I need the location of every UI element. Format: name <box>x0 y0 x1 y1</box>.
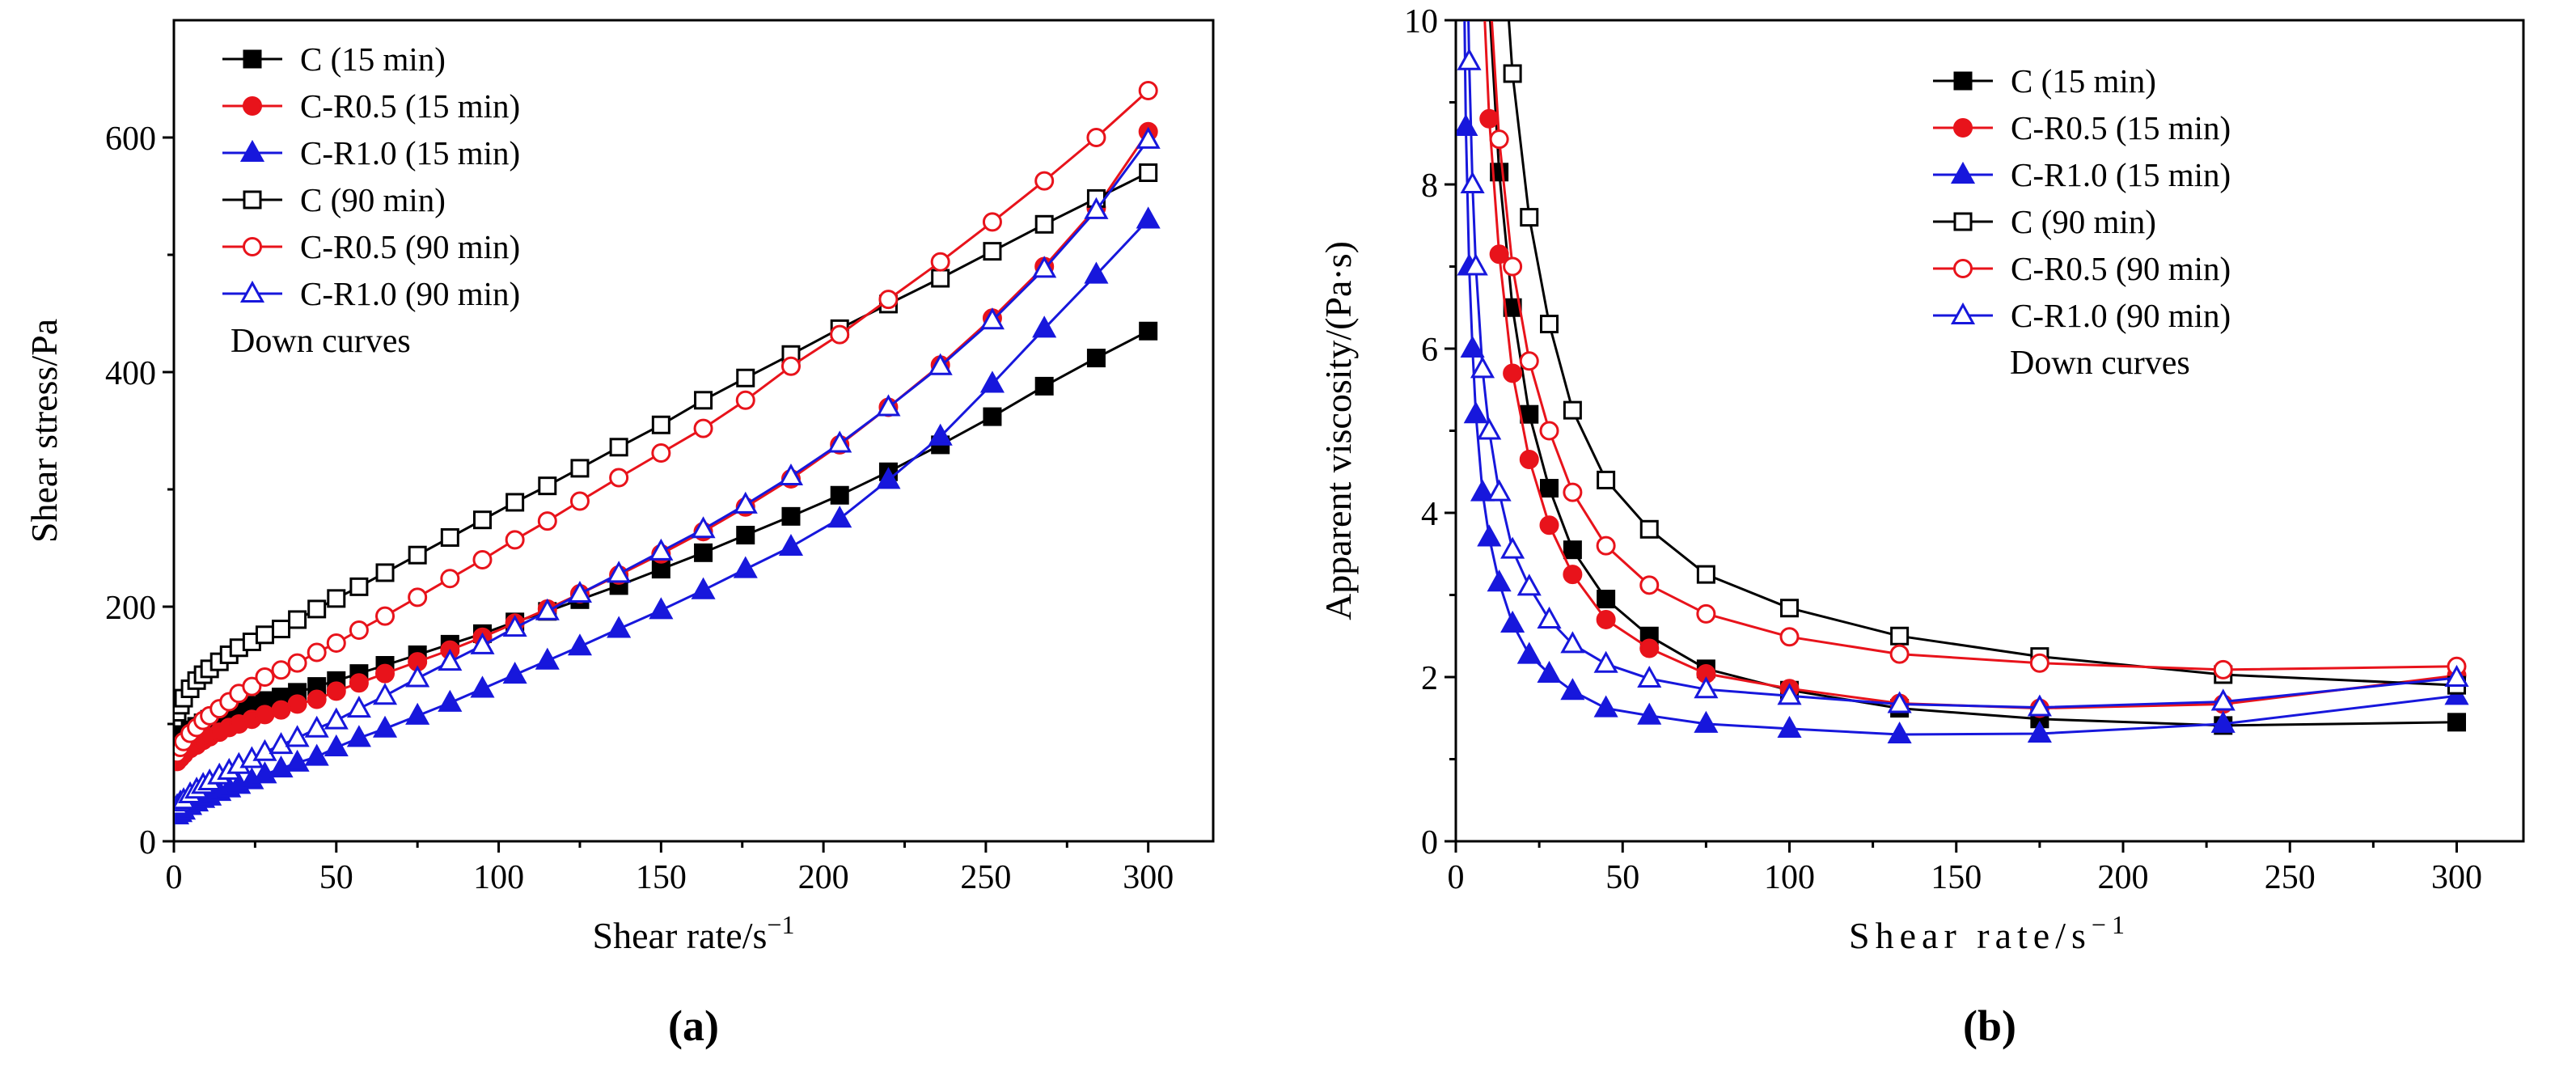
x-axis-title: Shear rate/s−1 <box>593 910 795 956</box>
legend-label: C (90 min) <box>2011 203 2156 240</box>
series-c-90 <box>175 163 1158 722</box>
y-axis-title: Shear stress/Pa <box>23 319 65 543</box>
series-cr05-15 <box>1479 21 2467 718</box>
chart-a-container: 0 50 100 150 200 250 300 0 200 400 600 Shear rate/s… <box>0 0 1262 1071</box>
legend-item-cr10-90: C-R1.0 (90 min) <box>222 275 520 312</box>
legend-label: C (90 min) <box>300 181 446 218</box>
legend-label: C-R1.0 (15 min) <box>300 134 520 171</box>
x-tick-label: 50 <box>1605 859 1639 896</box>
legend-label: C-R1.0 (15 min) <box>2011 156 2231 193</box>
legend-label: C-R0.5 (90 min) <box>300 228 520 265</box>
x-tick-label: 250 <box>2265 859 2316 896</box>
legend-item-cr05-90: C-R0.5 (90 min) <box>1933 250 2231 287</box>
legend: C (15 min) C-R0.5 (15 min) C-R1.0 (15 min)… <box>1933 62 2231 382</box>
x-tick-label: 0 <box>166 859 183 896</box>
chart-a-svg: 0 50 100 150 200 250 300 0 200 400 600 Shear rate/s… <box>23 19 1215 956</box>
panel-a-label: (a) <box>668 1001 719 1050</box>
legend-item-cr10-15: C-R1.0 (15 min) <box>1933 156 2231 193</box>
series-c-15 <box>175 321 1158 751</box>
legend-item-c-90: C (90 min) <box>222 181 446 218</box>
legend-item-cr10-15: C-R1.0 (15 min) <box>222 134 520 171</box>
chart-b-svg: 0 50 100 150 200 250 300 0 2 4 6 8 10 Shear rate/s−1 A… <box>1318 3 2525 956</box>
y-tick-label: 0 <box>1421 824 1438 861</box>
x-tick-label: 300 <box>2431 859 2482 896</box>
legend-item-cr05-15: C-R0.5 (15 min) <box>1933 109 2231 146</box>
y-tick-label: 6 <box>1421 332 1438 369</box>
y-tick-label: 10 <box>1404 3 1438 40</box>
legend-item-c-15: C (15 min) <box>222 40 446 78</box>
y-tick-label: 0 <box>139 824 156 861</box>
y-tick-label: 4 <box>1421 496 1438 533</box>
legend: C (15 min) C-R0.5 (15 min) C-R1.0 (15 min)… <box>222 40 520 360</box>
x-tick-label: 50 <box>319 859 353 896</box>
x-tick-label: 150 <box>1931 859 1982 896</box>
legend-item-c-15: C (15 min) <box>1933 62 2156 99</box>
legend-item-cr05-90: C-R0.5 (90 min) <box>222 228 520 265</box>
x-tick-label: 300 <box>1123 859 1174 896</box>
legend-label: C-R0.5 (15 min) <box>300 87 520 125</box>
legend-note: Down curves <box>231 323 411 360</box>
series-c-90 <box>1503 21 2466 695</box>
axes-ticks: 0 50 100 150 200 250 300 0 200 400 600 <box>105 121 1174 896</box>
panel-b-label: (b) <box>1963 1001 2016 1050</box>
series-cr05-90 <box>1489 21 2467 679</box>
x-tick-label: 250 <box>960 859 1011 896</box>
axes-ticks: 0 50 100 150 200 250 300 0 2 4 6 8 10 <box>1404 3 2482 896</box>
legend-note: Down curves <box>2010 345 2190 382</box>
x-tick-label: 0 <box>1448 859 1465 896</box>
series-cr10-90 <box>175 126 1161 815</box>
x-tick-label: 150 <box>636 859 687 896</box>
x-tick-label: 100 <box>473 859 524 896</box>
y-tick-label: 8 <box>1421 167 1438 205</box>
y-tick-label: 2 <box>1421 660 1438 697</box>
y-tick-label: 200 <box>105 590 156 627</box>
plot-frame <box>172 19 1215 843</box>
x-tick-label: 200 <box>798 859 849 896</box>
legend-label: C-R1.0 (90 min) <box>300 275 520 312</box>
y-tick-label: 400 <box>105 355 156 392</box>
legend-item-cr10-90: C-R1.0 (90 min) <box>1933 297 2231 334</box>
legend-label: C (15 min) <box>300 40 446 78</box>
chart-b-container: 0 50 100 150 200 250 300 0 2 4 6 8 10 Shear rate/s−1 A… <box>1314 0 2576 1071</box>
series-cr10-90 <box>1457 21 2469 717</box>
x-axis-title: Shear rate/s−1 <box>1849 910 2130 956</box>
series-c-15 <box>1489 21 2466 735</box>
y-tick-label: 600 <box>105 121 156 158</box>
legend-label: C-R0.5 (90 min) <box>2011 250 2231 287</box>
legend-item-cr05-15: C-R0.5 (15 min) <box>222 87 520 125</box>
x-tick-label: 200 <box>2098 859 2149 896</box>
x-tick-label: 100 <box>1764 859 1815 896</box>
series-cr05-90 <box>175 81 1158 764</box>
legend-label: C-R1.0 (90 min) <box>2011 297 2231 334</box>
legend-label: C (15 min) <box>2011 62 2156 99</box>
legend-item-c-90: C (90 min) <box>1933 203 2156 240</box>
plot-frame <box>1454 19 2525 843</box>
legend-label: C-R0.5 (15 min) <box>2011 109 2231 146</box>
series-cr10-15 <box>1457 21 2469 744</box>
y-axis-title: Apparent viscosity/(Pa·s) <box>1318 241 1359 620</box>
